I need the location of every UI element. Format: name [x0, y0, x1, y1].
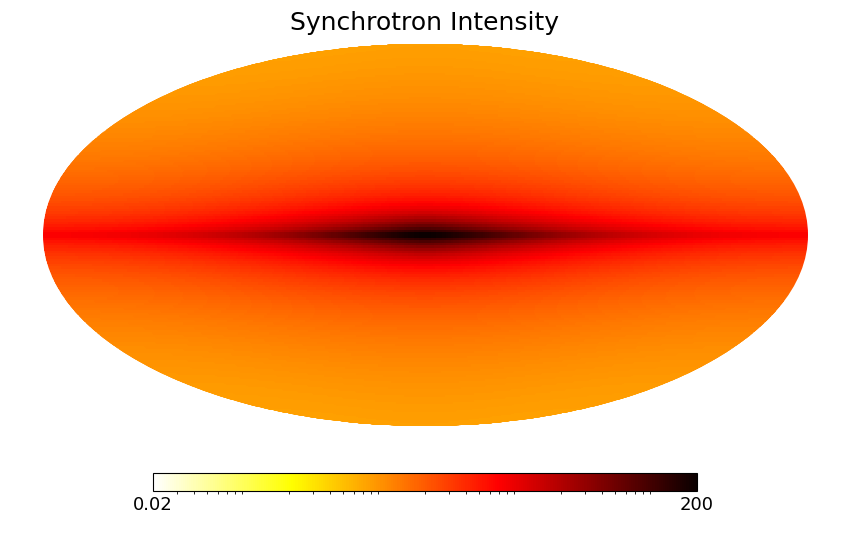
Title: Synchrotron Intensity: Synchrotron Intensity: [291, 11, 559, 35]
